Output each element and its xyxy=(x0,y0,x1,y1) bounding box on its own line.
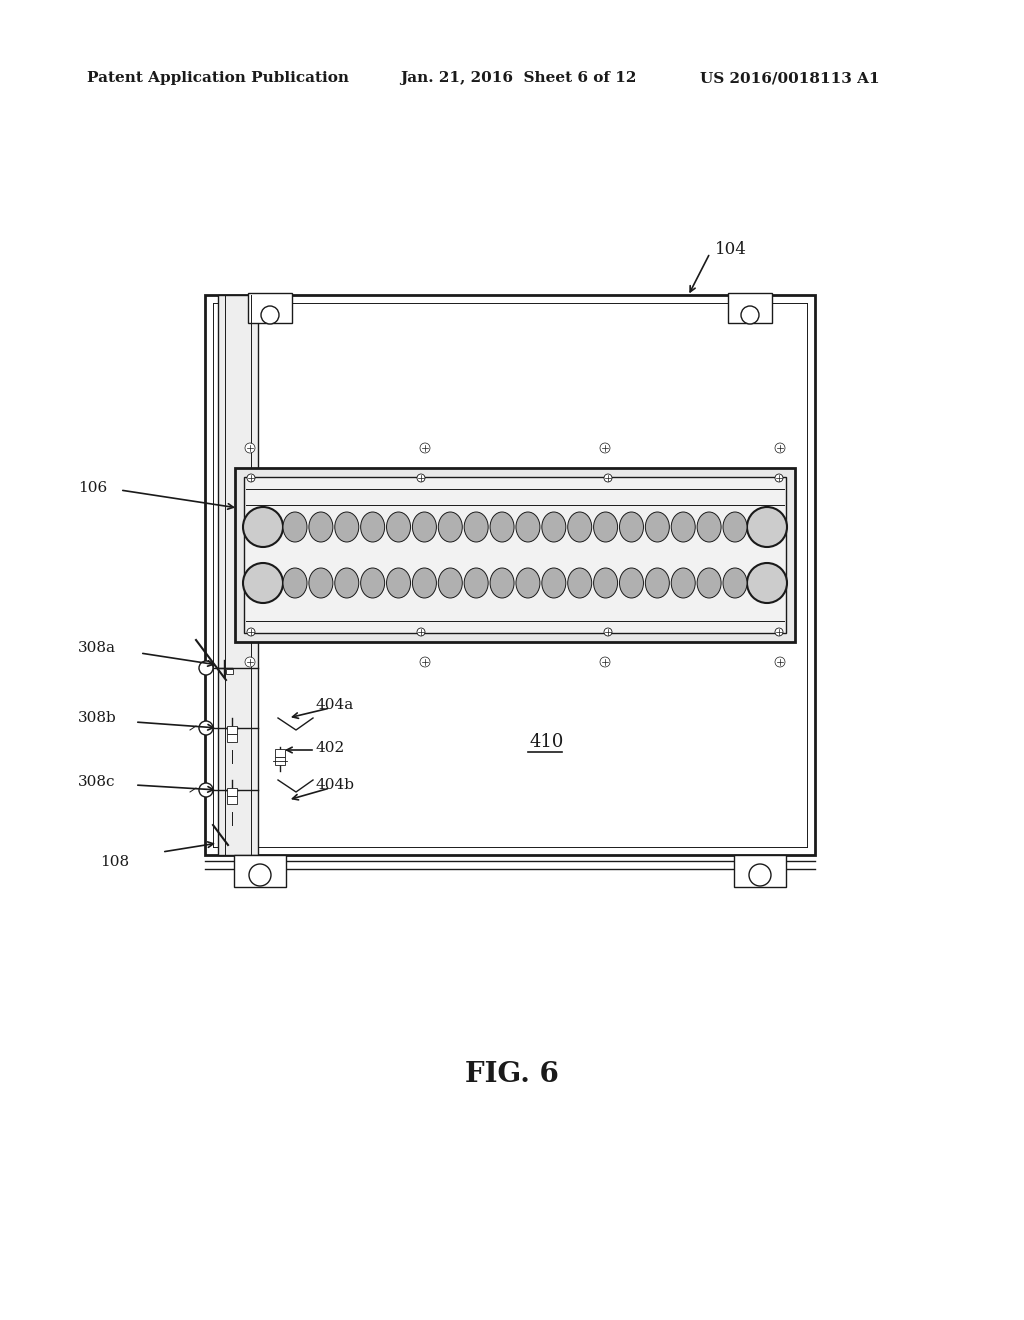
Ellipse shape xyxy=(567,512,592,543)
Ellipse shape xyxy=(360,568,385,598)
Text: Patent Application Publication: Patent Application Publication xyxy=(87,71,349,84)
Ellipse shape xyxy=(309,568,333,598)
Ellipse shape xyxy=(309,512,333,543)
Text: 404b: 404b xyxy=(315,777,354,792)
Bar xyxy=(227,734,237,742)
Circle shape xyxy=(775,657,785,667)
Ellipse shape xyxy=(542,512,566,543)
Circle shape xyxy=(604,474,612,482)
Text: 108: 108 xyxy=(100,855,129,869)
Ellipse shape xyxy=(464,512,488,543)
Ellipse shape xyxy=(723,512,746,543)
Circle shape xyxy=(199,721,213,735)
Circle shape xyxy=(741,306,759,323)
Ellipse shape xyxy=(697,512,721,543)
Ellipse shape xyxy=(697,568,721,598)
Circle shape xyxy=(417,474,425,482)
Circle shape xyxy=(261,306,279,323)
Ellipse shape xyxy=(567,568,592,598)
Circle shape xyxy=(775,474,783,482)
Ellipse shape xyxy=(516,512,540,543)
Circle shape xyxy=(600,444,610,453)
Circle shape xyxy=(746,564,787,603)
Circle shape xyxy=(247,628,255,636)
Ellipse shape xyxy=(490,512,514,543)
Ellipse shape xyxy=(490,568,514,598)
Text: US 2016/0018113 A1: US 2016/0018113 A1 xyxy=(700,71,880,84)
Circle shape xyxy=(746,507,787,546)
Ellipse shape xyxy=(516,568,540,598)
Ellipse shape xyxy=(672,568,695,598)
Circle shape xyxy=(243,507,283,546)
Circle shape xyxy=(604,628,612,636)
Ellipse shape xyxy=(620,512,643,543)
Ellipse shape xyxy=(360,512,385,543)
Ellipse shape xyxy=(620,568,643,598)
Text: 308b: 308b xyxy=(78,711,117,725)
Text: 402: 402 xyxy=(315,741,344,755)
Circle shape xyxy=(245,657,255,667)
Circle shape xyxy=(600,657,610,667)
Ellipse shape xyxy=(438,568,462,598)
Ellipse shape xyxy=(464,568,488,598)
Bar xyxy=(728,293,772,323)
Bar xyxy=(248,293,292,323)
Ellipse shape xyxy=(594,512,617,543)
Bar xyxy=(275,748,285,756)
Text: 410: 410 xyxy=(530,733,564,751)
Circle shape xyxy=(199,661,213,675)
Text: FIG. 6: FIG. 6 xyxy=(465,1061,559,1089)
Bar xyxy=(234,469,795,642)
Bar xyxy=(227,796,237,804)
Circle shape xyxy=(245,444,255,453)
Ellipse shape xyxy=(386,568,411,598)
Text: 308a: 308a xyxy=(78,642,116,655)
Circle shape xyxy=(247,474,255,482)
Text: Jan. 21, 2016  Sheet 6 of 12: Jan. 21, 2016 Sheet 6 of 12 xyxy=(400,71,636,84)
Bar xyxy=(234,855,286,887)
Ellipse shape xyxy=(672,512,695,543)
Bar xyxy=(244,477,786,634)
Bar xyxy=(227,726,237,734)
Ellipse shape xyxy=(413,512,436,543)
Ellipse shape xyxy=(723,568,746,598)
Text: 404a: 404a xyxy=(315,698,353,711)
Ellipse shape xyxy=(645,568,670,598)
Bar xyxy=(205,294,815,855)
Bar xyxy=(218,294,258,855)
Circle shape xyxy=(420,657,430,667)
Ellipse shape xyxy=(283,568,307,598)
Ellipse shape xyxy=(645,512,670,543)
Ellipse shape xyxy=(542,568,566,598)
Ellipse shape xyxy=(594,568,617,598)
Circle shape xyxy=(775,628,783,636)
Circle shape xyxy=(199,783,213,797)
Ellipse shape xyxy=(386,512,411,543)
Bar xyxy=(226,669,233,675)
Circle shape xyxy=(420,444,430,453)
Bar xyxy=(227,788,237,796)
Circle shape xyxy=(417,628,425,636)
Text: 104: 104 xyxy=(715,242,746,259)
Ellipse shape xyxy=(438,512,462,543)
Circle shape xyxy=(775,444,785,453)
Circle shape xyxy=(249,865,271,886)
Circle shape xyxy=(243,564,283,603)
Ellipse shape xyxy=(335,568,358,598)
Ellipse shape xyxy=(335,512,358,543)
Bar xyxy=(734,855,786,887)
Text: 106: 106 xyxy=(78,480,108,495)
Bar xyxy=(275,756,285,766)
Text: 308c: 308c xyxy=(78,775,116,789)
Circle shape xyxy=(749,865,771,886)
Ellipse shape xyxy=(283,512,307,543)
Ellipse shape xyxy=(413,568,436,598)
